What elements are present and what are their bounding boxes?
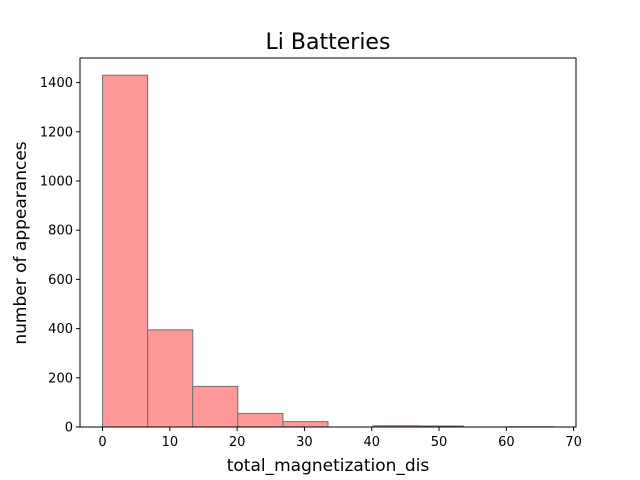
x-tick-label: 60 xyxy=(498,435,515,450)
y-tick-label: 600 xyxy=(48,273,73,288)
x-tick-label: 0 xyxy=(98,435,106,450)
y-tick-label: 400 xyxy=(48,322,73,337)
y-tick-label: 800 xyxy=(48,224,73,239)
x-tick-label: 20 xyxy=(229,435,246,450)
histogram-bar xyxy=(237,412,284,428)
y-tick-label: 1000 xyxy=(40,175,73,190)
bars-group xyxy=(102,74,554,428)
y-axis-label: number of appearances xyxy=(11,141,31,344)
y-tick-label: 1400 xyxy=(40,76,73,91)
y-axis: 0 200 400 600 800 1000 1200 1400 xyxy=(40,76,80,436)
x-tick-label: 70 xyxy=(565,435,582,450)
histogram-bar xyxy=(102,74,149,428)
chart-title: Li Batteries xyxy=(266,30,391,55)
x-axis-label: total_magnetization_dis xyxy=(227,456,430,476)
histogram-bar xyxy=(282,421,329,428)
y-tick-label: 0 xyxy=(65,421,73,436)
y-tick-label: 1200 xyxy=(40,125,73,140)
plot-frame xyxy=(79,57,577,428)
x-tick-label: 50 xyxy=(431,435,448,450)
x-tick-label: 10 xyxy=(162,435,179,450)
histogram-bar xyxy=(192,385,239,428)
y-tick-label: 200 xyxy=(48,371,73,386)
histogram-bar xyxy=(147,329,194,428)
x-tick-label: 40 xyxy=(363,435,380,450)
x-axis: 0 10 20 30 40 50 60 70 xyxy=(98,427,582,450)
x-tick-label: 30 xyxy=(296,435,313,450)
